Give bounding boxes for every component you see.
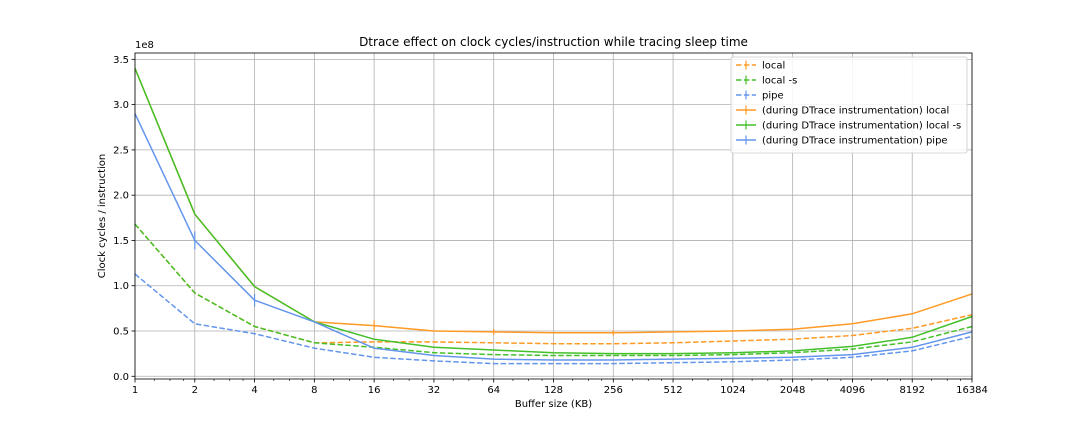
series-2 — [134, 223, 973, 357]
y-tick-label: 1.0 — [113, 281, 129, 292]
series-line — [134, 223, 973, 357]
legend-box — [730, 56, 968, 154]
y-offset-label: 1e8 — [135, 40, 154, 51]
series-line — [134, 113, 973, 361]
legend-label: (during DTrace instrumentation) local — [762, 106, 949, 117]
legend-label: local -s — [762, 76, 797, 87]
series-3 — [134, 273, 973, 365]
x-tick-label: 64 — [487, 385, 500, 396]
series-line — [134, 68, 973, 355]
y-tick-label: 0.5 — [113, 327, 129, 338]
y-axis-label: Clock cycles / instruction — [97, 154, 108, 278]
x-tick-label: 128 — [544, 385, 563, 396]
x-tick-label: 16384 — [956, 385, 988, 396]
y-tick-label: 3.5 — [113, 55, 129, 66]
x-tick-label: 4 — [251, 385, 257, 396]
series-1 — [134, 223, 973, 345]
series-5 — [134, 68, 973, 355]
legend: local local -s pipe (during DTrace instrume… — [730, 56, 968, 154]
x-axis-label: Buffer size (KB) — [515, 399, 592, 410]
legend-item: local — [736, 60, 785, 72]
x-tick-label: 512 — [664, 385, 683, 396]
y-tick-label: 2.0 — [113, 191, 129, 202]
legend-item: (during DTrace instrumentation) local — [736, 105, 949, 117]
legend-item: local -s — [736, 75, 797, 87]
legend-item: (during DTrace instrumentation) pipe — [736, 135, 948, 147]
y-tick-label: 0.0 — [113, 372, 129, 383]
chart-title: Dtrace effect on clock cycles/instructio… — [359, 35, 748, 49]
x-tick-label: 16 — [368, 385, 381, 396]
x-tick-label: 2048 — [780, 385, 805, 396]
x-tick-label: 1 — [132, 385, 138, 396]
x-tick-label: 2 — [192, 385, 198, 396]
legend-item: pipe — [736, 90, 784, 102]
x-tick-label: 8 — [311, 385, 317, 396]
legend-label: pipe — [762, 91, 784, 102]
legend-label: local — [762, 61, 785, 72]
series-layer — [134, 68, 973, 365]
legend-label: (during DTrace instrumentation) local -s — [762, 121, 961, 132]
y-tick-label: 2.5 — [113, 145, 129, 156]
x-tick-label: 4096 — [840, 385, 865, 396]
x-axis: 1 2 4 8 16 32 64 128 256 512 1024 2048 4096 8192 16384 — [132, 379, 988, 396]
series-line — [134, 273, 973, 365]
legend-label: (during DTrace instrumentation) pipe — [762, 136, 948, 147]
y-axis: 0.0 0.5 1.0 1.5 2.0 2.5 3.0 3.5 — [113, 55, 135, 383]
series-6 — [134, 113, 973, 361]
y-tick-label: 3.0 — [113, 100, 129, 111]
x-tick-label: 256 — [604, 385, 623, 396]
series-line — [134, 223, 973, 345]
x-tick-label: 8192 — [899, 385, 924, 396]
x-tick-label: 1024 — [720, 385, 745, 396]
y-tick-label: 1.5 — [113, 236, 129, 247]
x-tick-label: 32 — [428, 385, 441, 396]
legend-item: (during DTrace instrumentation) local -s — [736, 120, 961, 132]
